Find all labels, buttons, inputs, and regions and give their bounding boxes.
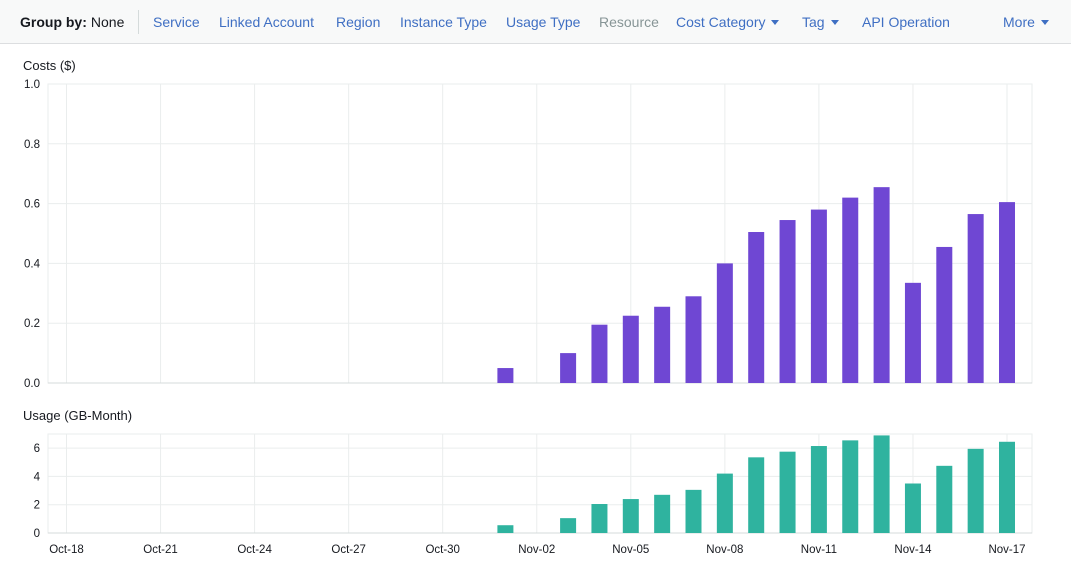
costs-bar (685, 296, 702, 383)
usage-bar (936, 465, 953, 533)
usage-bar (810, 446, 827, 533)
costs-y-tick-label: 1.0 (24, 79, 40, 91)
group-by-cost-category[interactable]: Cost Category (676, 14, 780, 30)
group-by-region[interactable]: Region (336, 14, 381, 30)
group-by-linked-account[interactable]: Linked Account (219, 14, 314, 30)
usage-y-tick-label: 4 (34, 471, 41, 483)
usage-bar (779, 451, 796, 533)
usage-y-tick-label: 2 (34, 500, 40, 512)
group-by-usage-type[interactable]: Usage Type (506, 14, 581, 30)
costs-bar (967, 214, 984, 383)
usage-y-tick-label: 0 (34, 528, 40, 540)
group-by-instance-type[interactable]: Instance Type (400, 14, 487, 30)
costs-y-tick-label: 0.6 (24, 199, 40, 211)
group-by-value: None (90, 14, 125, 30)
group-by-toolbar: Group by: None Service Linked Account Reg… (0, 0, 1071, 44)
x-tick-label: Nov-05 (612, 544, 649, 556)
x-tick-label: Oct-27 (331, 544, 366, 556)
usage-bar (967, 448, 984, 533)
costs-chart-title: Costs ($) (23, 58, 76, 73)
group-by-label: Group by: (20, 14, 87, 30)
costs-bar (622, 315, 639, 383)
usage-bar (748, 457, 765, 533)
cost-category-label: Cost Category (676, 14, 766, 30)
usage-bar (873, 435, 890, 533)
costs-bar (560, 353, 577, 383)
costs-bar (591, 324, 608, 383)
costs-bar (748, 232, 765, 383)
caret-down-icon (771, 20, 780, 25)
group-by: Group by: None (20, 14, 124, 30)
x-tick-label: Nov-02 (518, 544, 555, 556)
costs-bar (716, 263, 733, 383)
costs-bar (779, 220, 796, 383)
more-label: More (1003, 14, 1035, 30)
usage-bar (497, 525, 514, 533)
costs-y-tick-label: 0.4 (24, 258, 41, 270)
usage-chart: 0 2 4 6 (34, 433, 1033, 540)
tag-label: Tag (802, 14, 825, 30)
group-by-service[interactable]: Service (153, 14, 200, 30)
usage-y-tick-label: 6 (34, 443, 40, 455)
x-tick-label: Oct-18 (49, 544, 84, 556)
usage-bar (999, 441, 1015, 533)
usage-bar (622, 499, 639, 533)
x-tick-label: Nov-17 (988, 544, 1025, 556)
costs-bar (904, 282, 921, 383)
costs-y-tick-label: 0.2 (24, 318, 40, 330)
costs-bar (810, 209, 827, 383)
group-by-api-operation[interactable]: API Operation (862, 14, 950, 30)
costs-y-tick-label: 0.0 (24, 378, 40, 390)
costs-bar (999, 202, 1015, 383)
costs-chart: 0.0 0.2 0.4 0.6 0.8 1.0 (24, 79, 1033, 390)
usage-bar (716, 473, 733, 533)
costs-bar (842, 197, 859, 383)
costs-y-tick-label: 0.8 (24, 139, 40, 151)
x-tick-label: Nov-14 (894, 544, 932, 556)
caret-down-icon (1040, 20, 1049, 25)
usage-bar (904, 483, 921, 533)
x-tick-label: Nov-08 (706, 544, 743, 556)
usage-bar (685, 489, 702, 533)
x-tick-label: Oct-30 (425, 544, 460, 556)
toolbar-divider (138, 10, 139, 34)
usage-chart-title: Usage (GB-Month) (23, 408, 133, 423)
costs-bar (873, 187, 890, 383)
x-tick-label: Nov-11 (801, 544, 837, 556)
usage-bar (654, 494, 671, 533)
costs-bar (936, 246, 953, 383)
usage-bar (842, 440, 859, 533)
costs-bar (497, 368, 514, 383)
caret-down-icon (830, 20, 839, 25)
usage-bar (560, 518, 577, 533)
group-by-resource: Resource (599, 14, 659, 30)
group-by-more[interactable]: More (1003, 14, 1049, 30)
costs-bar (654, 306, 671, 383)
x-tick-label: Oct-21 (143, 544, 178, 556)
usage-bar (591, 504, 608, 533)
x-tick-label: Oct-24 (237, 544, 272, 556)
group-by-tag[interactable]: Tag (802, 14, 839, 30)
